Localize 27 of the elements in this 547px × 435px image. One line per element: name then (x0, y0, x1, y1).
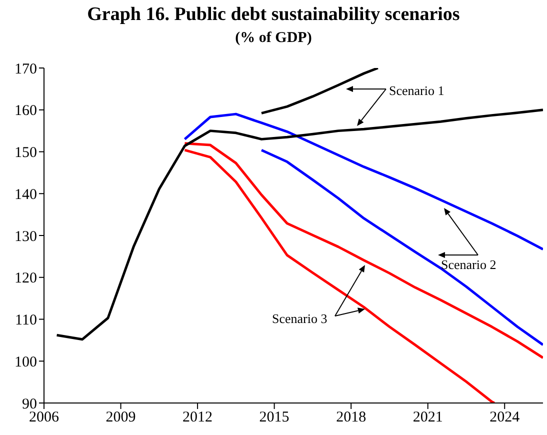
y-tick-label: 140 (14, 186, 37, 203)
chart-title: Graph 16. Public debt sustainability scenarios (86, 4, 461, 26)
y-tick-label: 130 (14, 228, 37, 245)
annotation: Scenario 2 (441, 257, 496, 272)
y-tick-label: 90 (22, 396, 37, 412)
y-tick-label: 150 (14, 145, 37, 162)
y-tick-label: 120 (14, 270, 37, 287)
line-series (183, 148, 496, 403)
y-tick-label: 100 (14, 354, 37, 370)
annotation: Scenario 3 (272, 311, 328, 326)
x-tick-label: 2006 (29, 410, 60, 426)
chart-subtitle: (% of GDP) (234, 30, 313, 47)
x-tick-label: 2024 (490, 410, 520, 426)
x-tick-label: 2021 (412, 410, 443, 426)
line-series (183, 112, 543, 251)
y-tick-label: 110 (15, 312, 37, 329)
y-tick-label: 170 (14, 61, 37, 78)
x-tick-label: 2018 (336, 410, 366, 426)
line-series (56, 108, 543, 341)
y-tick-label: 160 (14, 103, 37, 120)
x-tick-label: 2009 (106, 410, 136, 426)
annotation: Scenario 1 (389, 83, 444, 98)
line-series (260, 68, 380, 114)
line-series (260, 148, 543, 346)
x-tick-label: 2015 (259, 410, 290, 426)
line-series (183, 142, 543, 360)
x-tick-label: 2012 (182, 410, 213, 426)
